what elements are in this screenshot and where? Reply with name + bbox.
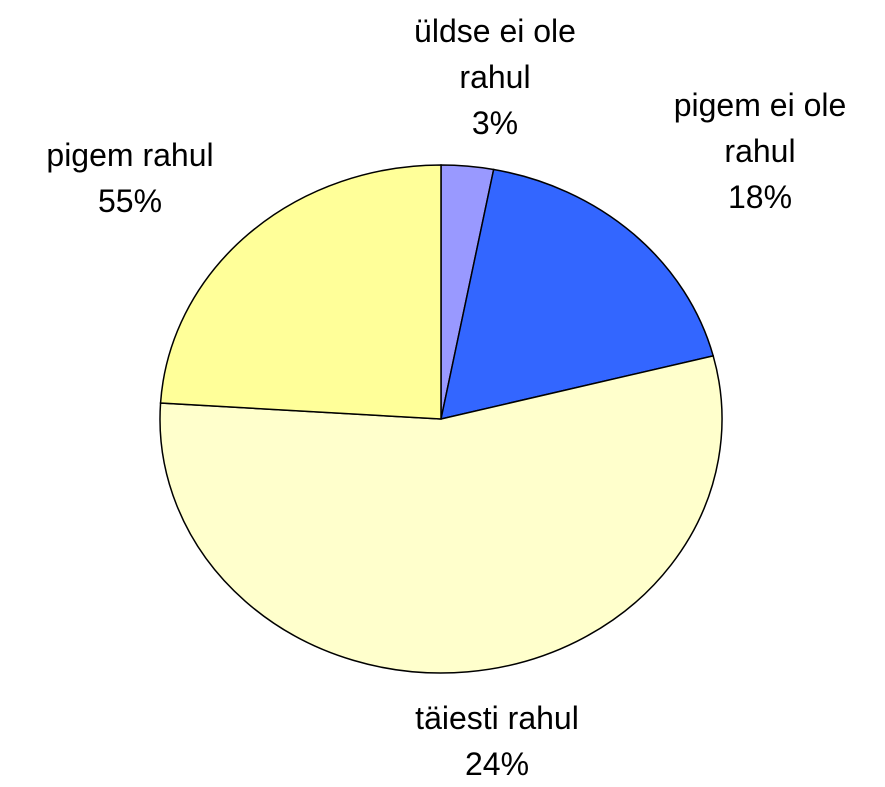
value-label: 3% xyxy=(471,105,519,141)
pie-slice xyxy=(159,164,442,420)
slice-label: pigem ei ole rahul 18% xyxy=(640,82,880,220)
value-label: 55% xyxy=(97,183,163,219)
pie-slice xyxy=(159,354,723,674)
category-name: pigem rahul xyxy=(46,137,214,173)
slice-label: täiesti rahul 24% xyxy=(347,695,647,787)
pie-slice xyxy=(440,168,715,420)
category-name: pigem ei ole rahul xyxy=(673,87,847,169)
category-name: täiesti rahul xyxy=(415,700,579,736)
value-label: 18% xyxy=(727,179,793,215)
slice-label: pigem rahul 55% xyxy=(0,132,280,224)
category-name: üldse ei ole rahul xyxy=(414,13,576,95)
slice-label: üldse ei ole rahul 3% xyxy=(375,8,615,146)
value-label: 24% xyxy=(464,746,530,782)
